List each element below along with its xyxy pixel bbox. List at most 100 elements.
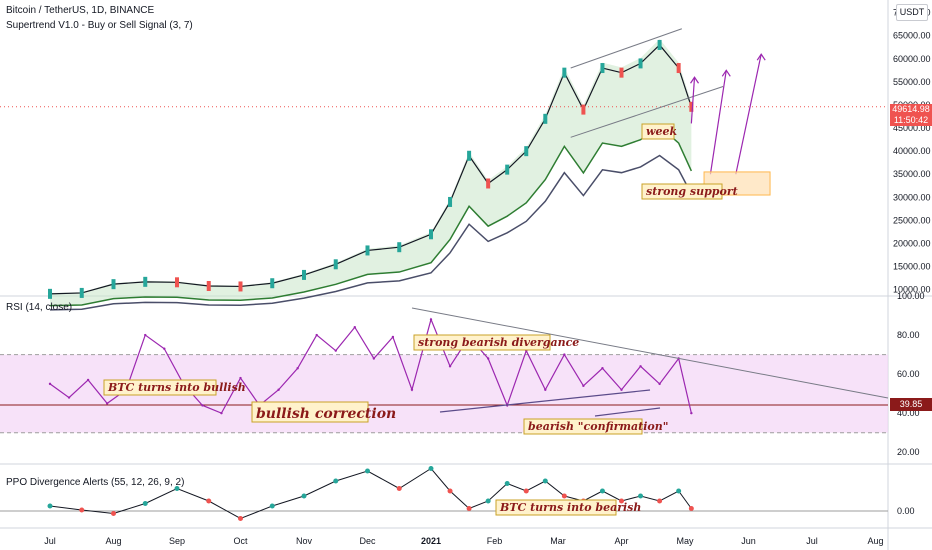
last-price-tag: 49614.98 11:50:42 <box>890 104 932 126</box>
rsi-tick-label-4: 100.00 <box>897 291 925 301</box>
ppo-point-2 <box>111 511 116 516</box>
projection-arrow-0 <box>690 77 696 124</box>
price-tick-label-7: 45000.00 <box>893 123 931 133</box>
ppo-point-12 <box>428 466 434 471</box>
ppo-point-26 <box>688 506 694 511</box>
rsi-point-1 <box>67 396 71 399</box>
price-point-1 <box>79 287 84 298</box>
price-tick-label-5: 35000.00 <box>893 169 931 179</box>
ppo-point-11 <box>396 486 402 491</box>
rsi-point-13 <box>296 367 299 370</box>
ppo-point-19 <box>561 493 567 499</box>
rsi-point-5 <box>144 333 147 337</box>
time-tick-label-3: Oct <box>233 536 248 546</box>
rsi-point-0 <box>48 382 52 386</box>
time-tick-label-11: Jun <box>741 536 756 546</box>
price-tick-label-2: 20000.00 <box>893 239 931 249</box>
price-point-21 <box>600 63 605 74</box>
rsi-point-17 <box>372 357 376 360</box>
rsi-point-16 <box>353 326 356 329</box>
rsi-divergence-line <box>411 307 889 399</box>
rsi-point-27 <box>563 353 566 356</box>
price-point-6 <box>238 281 243 292</box>
last-price-value: 49614.98 <box>892 104 930 114</box>
projection-arrow-2 <box>735 54 762 175</box>
annotation-turns-bearish-box <box>495 499 617 516</box>
rsi-point-3 <box>105 402 109 405</box>
rsi-point-12 <box>277 388 280 391</box>
price-point-7 <box>270 278 275 289</box>
rsi-point-23 <box>486 357 490 360</box>
annotation-strong-support-box <box>641 183 723 200</box>
ppo-point-7 <box>269 503 275 509</box>
projection-arrowhead-2 <box>756 53 766 61</box>
price-point-4 <box>175 277 179 288</box>
time-tick-label-5: Dec <box>359 536 376 546</box>
ppo-title: PPO Divergence Alerts (55, 12, 26, 9, 2) <box>6 477 184 488</box>
ppo-point-13 <box>447 488 453 494</box>
price-point-18 <box>543 113 548 124</box>
ppo-point-9 <box>333 478 339 484</box>
annotation-bearish-confirmation: bearish "confirmation" <box>528 420 668 433</box>
rsi-point-21 <box>448 365 452 368</box>
rsi-tick-label-0: 20.00 <box>897 447 920 457</box>
rsi-point-18 <box>391 335 395 339</box>
price-point-9 <box>333 259 338 270</box>
price-tick-label-11: 65000.00 <box>893 31 931 41</box>
price-point-22 <box>619 67 624 78</box>
rsi-point-8 <box>201 404 204 407</box>
rsi-point-6 <box>163 347 166 350</box>
price-point-2 <box>111 279 116 290</box>
bar-countdown: 11:50:42 <box>893 115 929 125</box>
rsi-point-31 <box>639 365 642 368</box>
price-point-24 <box>657 39 662 50</box>
price-point-23 <box>638 58 643 69</box>
ppo-point-23 <box>638 493 644 499</box>
rsi-tick-label-2: 60.00 <box>897 369 920 379</box>
time-tick-label-13: Aug <box>867 536 883 546</box>
currency-badge[interactable]: USDT <box>896 4 928 21</box>
projection-arrowhead-0 <box>690 76 700 84</box>
price-tick-label-6: 40000.00 <box>893 146 931 156</box>
ppo-point-21 <box>599 488 605 494</box>
rsi-confirmation-arrow <box>594 407 661 417</box>
rsi-higher-low-line <box>439 389 651 413</box>
time-tick-label-12: Jul <box>806 536 818 546</box>
price-point-11 <box>397 242 402 253</box>
price-tick-label-0: 10000.00 <box>893 285 931 295</box>
price-tick-label-1: 15000.00 <box>893 262 931 272</box>
projection-arrow-1 <box>709 70 727 175</box>
price-point-14 <box>467 150 472 161</box>
price-point-25 <box>676 63 681 74</box>
ppo-point-8 <box>301 493 307 499</box>
annotation-bullish-correction-box <box>251 401 369 423</box>
time-tick-label-6: 2021 <box>421 536 441 546</box>
ppo-tick-label-0: 0.00 <box>897 506 915 516</box>
time-tick-label-7: Feb <box>487 536 503 546</box>
rsi-point-34 <box>690 411 693 415</box>
ppo-point-22 <box>619 498 624 504</box>
annotation-bullish-correction: bullish correction <box>256 406 396 422</box>
ppo-point-3 <box>142 501 148 506</box>
annotation-strong-support: strong support <box>646 185 738 198</box>
supertrend-line <box>49 125 693 307</box>
annotation-strong-bearish: strong bearish divergance <box>418 336 579 349</box>
rsi-tick-label-1: 40.00 <box>897 408 920 418</box>
channel-upper-line <box>570 28 682 69</box>
ppo-point-4 <box>174 486 180 491</box>
time-tick-label-2: Sep <box>169 536 185 546</box>
ppo-point-24 <box>657 498 663 504</box>
ppo-point-14 <box>466 506 472 511</box>
price-point-19 <box>562 67 567 78</box>
ppo-point-0 <box>47 503 53 509</box>
ppo-point-18 <box>542 478 548 484</box>
ppo-point-16 <box>504 481 510 486</box>
channel-lower-line <box>570 86 724 138</box>
annotation-strong-bearish-box <box>413 334 551 351</box>
price-tick-label-10: 60000.00 <box>893 54 931 64</box>
rsi-point-28 <box>582 384 585 388</box>
price-point-17 <box>524 146 529 157</box>
price-tick-label-9: 55000.00 <box>893 77 931 87</box>
indicator-title: Supertrend V1.0 - Buy or Sell Signal (3,… <box>6 20 193 31</box>
